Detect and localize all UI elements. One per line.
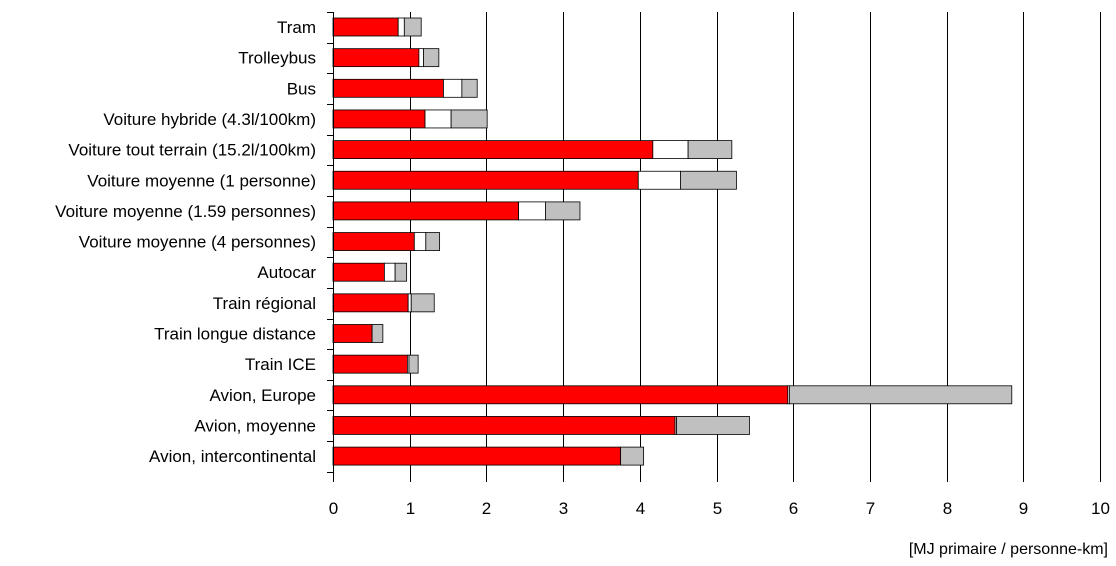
category-label: Voiture moyenne (4 personnes) xyxy=(79,233,316,252)
bar-segment-1 xyxy=(332,232,415,251)
category-label: Train ICE xyxy=(245,355,316,374)
bar-segment-2 xyxy=(424,109,452,129)
bar-segment-1 xyxy=(332,446,622,466)
x-tick-label: 0 xyxy=(329,499,338,518)
bar-segment-3 xyxy=(410,293,435,313)
bar-segment-1 xyxy=(332,201,520,221)
bar-segment-1 xyxy=(332,78,444,98)
bar-segment-3 xyxy=(620,446,645,466)
bar-segment-3 xyxy=(545,201,581,221)
category-label: Autocar xyxy=(257,263,316,282)
bar-segment-3 xyxy=(423,48,440,68)
bar-segment-1 xyxy=(332,170,639,190)
x-tick-label: 3 xyxy=(559,499,568,518)
bar-segment-2 xyxy=(418,48,424,68)
category-label: Voiture moyenne (1 personne) xyxy=(87,171,316,190)
bar-segment-2 xyxy=(637,170,681,190)
bar-segment-3 xyxy=(687,140,733,160)
bar-segment-3 xyxy=(450,109,488,129)
grid-layer xyxy=(410,12,1101,476)
bar-segment-3 xyxy=(676,416,750,435)
bar-segment-2 xyxy=(443,78,463,98)
axis-layer xyxy=(327,12,1101,482)
bar-segment-1 xyxy=(332,17,399,37)
bar-segment-3 xyxy=(788,385,1013,405)
bar-segment-2 xyxy=(383,262,396,282)
bar-segment-1 xyxy=(332,354,408,374)
x-tick-label: 9 xyxy=(1019,499,1028,518)
x-tick-label: 4 xyxy=(636,499,645,518)
bar-segment-1 xyxy=(332,48,420,68)
x-tick-label: 8 xyxy=(943,499,952,518)
category-label: Voiture tout terrain (15.2l/100km) xyxy=(68,141,316,160)
category-label: Voiture hybride (4.3l/100km) xyxy=(103,110,316,129)
bar-segment-3 xyxy=(403,17,422,37)
bar-segment-2 xyxy=(413,232,427,251)
bar-segment-3 xyxy=(394,262,408,282)
category-label: Avion, moyenne xyxy=(194,416,316,435)
bar-segment-3 xyxy=(680,170,737,190)
category-label: Avion, Europe xyxy=(210,386,316,405)
bar-segment-2 xyxy=(397,17,405,37)
x-tick-label: 7 xyxy=(866,499,875,518)
bar-segment-2 xyxy=(518,201,546,221)
category-label: Train longue distance xyxy=(154,325,316,344)
category-label: Voiture moyenne (1.59 personnes) xyxy=(55,202,316,221)
bar-segment-1 xyxy=(332,262,385,282)
category-label: Tram xyxy=(277,18,316,37)
bar-segment-1 xyxy=(332,416,676,435)
bar-segment-3 xyxy=(425,232,441,251)
bar-segment-3 xyxy=(461,78,478,98)
bar-segment-1 xyxy=(332,109,426,129)
bars-layer xyxy=(332,17,1013,466)
x-tick-label: 5 xyxy=(713,499,722,518)
bar-segment-1 xyxy=(332,385,789,405)
x-tick-label: 6 xyxy=(789,499,798,518)
bar-segment-3 xyxy=(371,324,384,343)
x-tick-label: 10 xyxy=(1091,499,1110,518)
x-axis-title: [MJ primaire / personne-km] xyxy=(909,541,1108,558)
bar-segment-3 xyxy=(408,354,419,374)
bar-segment-2 xyxy=(652,140,689,160)
category-label: Avion, intercontinental xyxy=(149,447,316,466)
x-tick-label: 2 xyxy=(482,499,491,518)
bar-segment-2 xyxy=(407,293,412,313)
bar-segment-1 xyxy=(332,293,409,313)
category-label: Bus xyxy=(287,79,316,98)
labels-layer: 0 1 2 3 4 5 6 7 8 9 10 Tram Trolleybus Bus Voiture hyb… xyxy=(55,18,1110,518)
category-label: Trolleybus xyxy=(238,49,316,68)
bar-segment-1 xyxy=(332,324,373,343)
x-tick-label: 1 xyxy=(406,499,415,518)
category-label: Train régional xyxy=(213,294,316,313)
bar-segment-1 xyxy=(332,140,654,160)
